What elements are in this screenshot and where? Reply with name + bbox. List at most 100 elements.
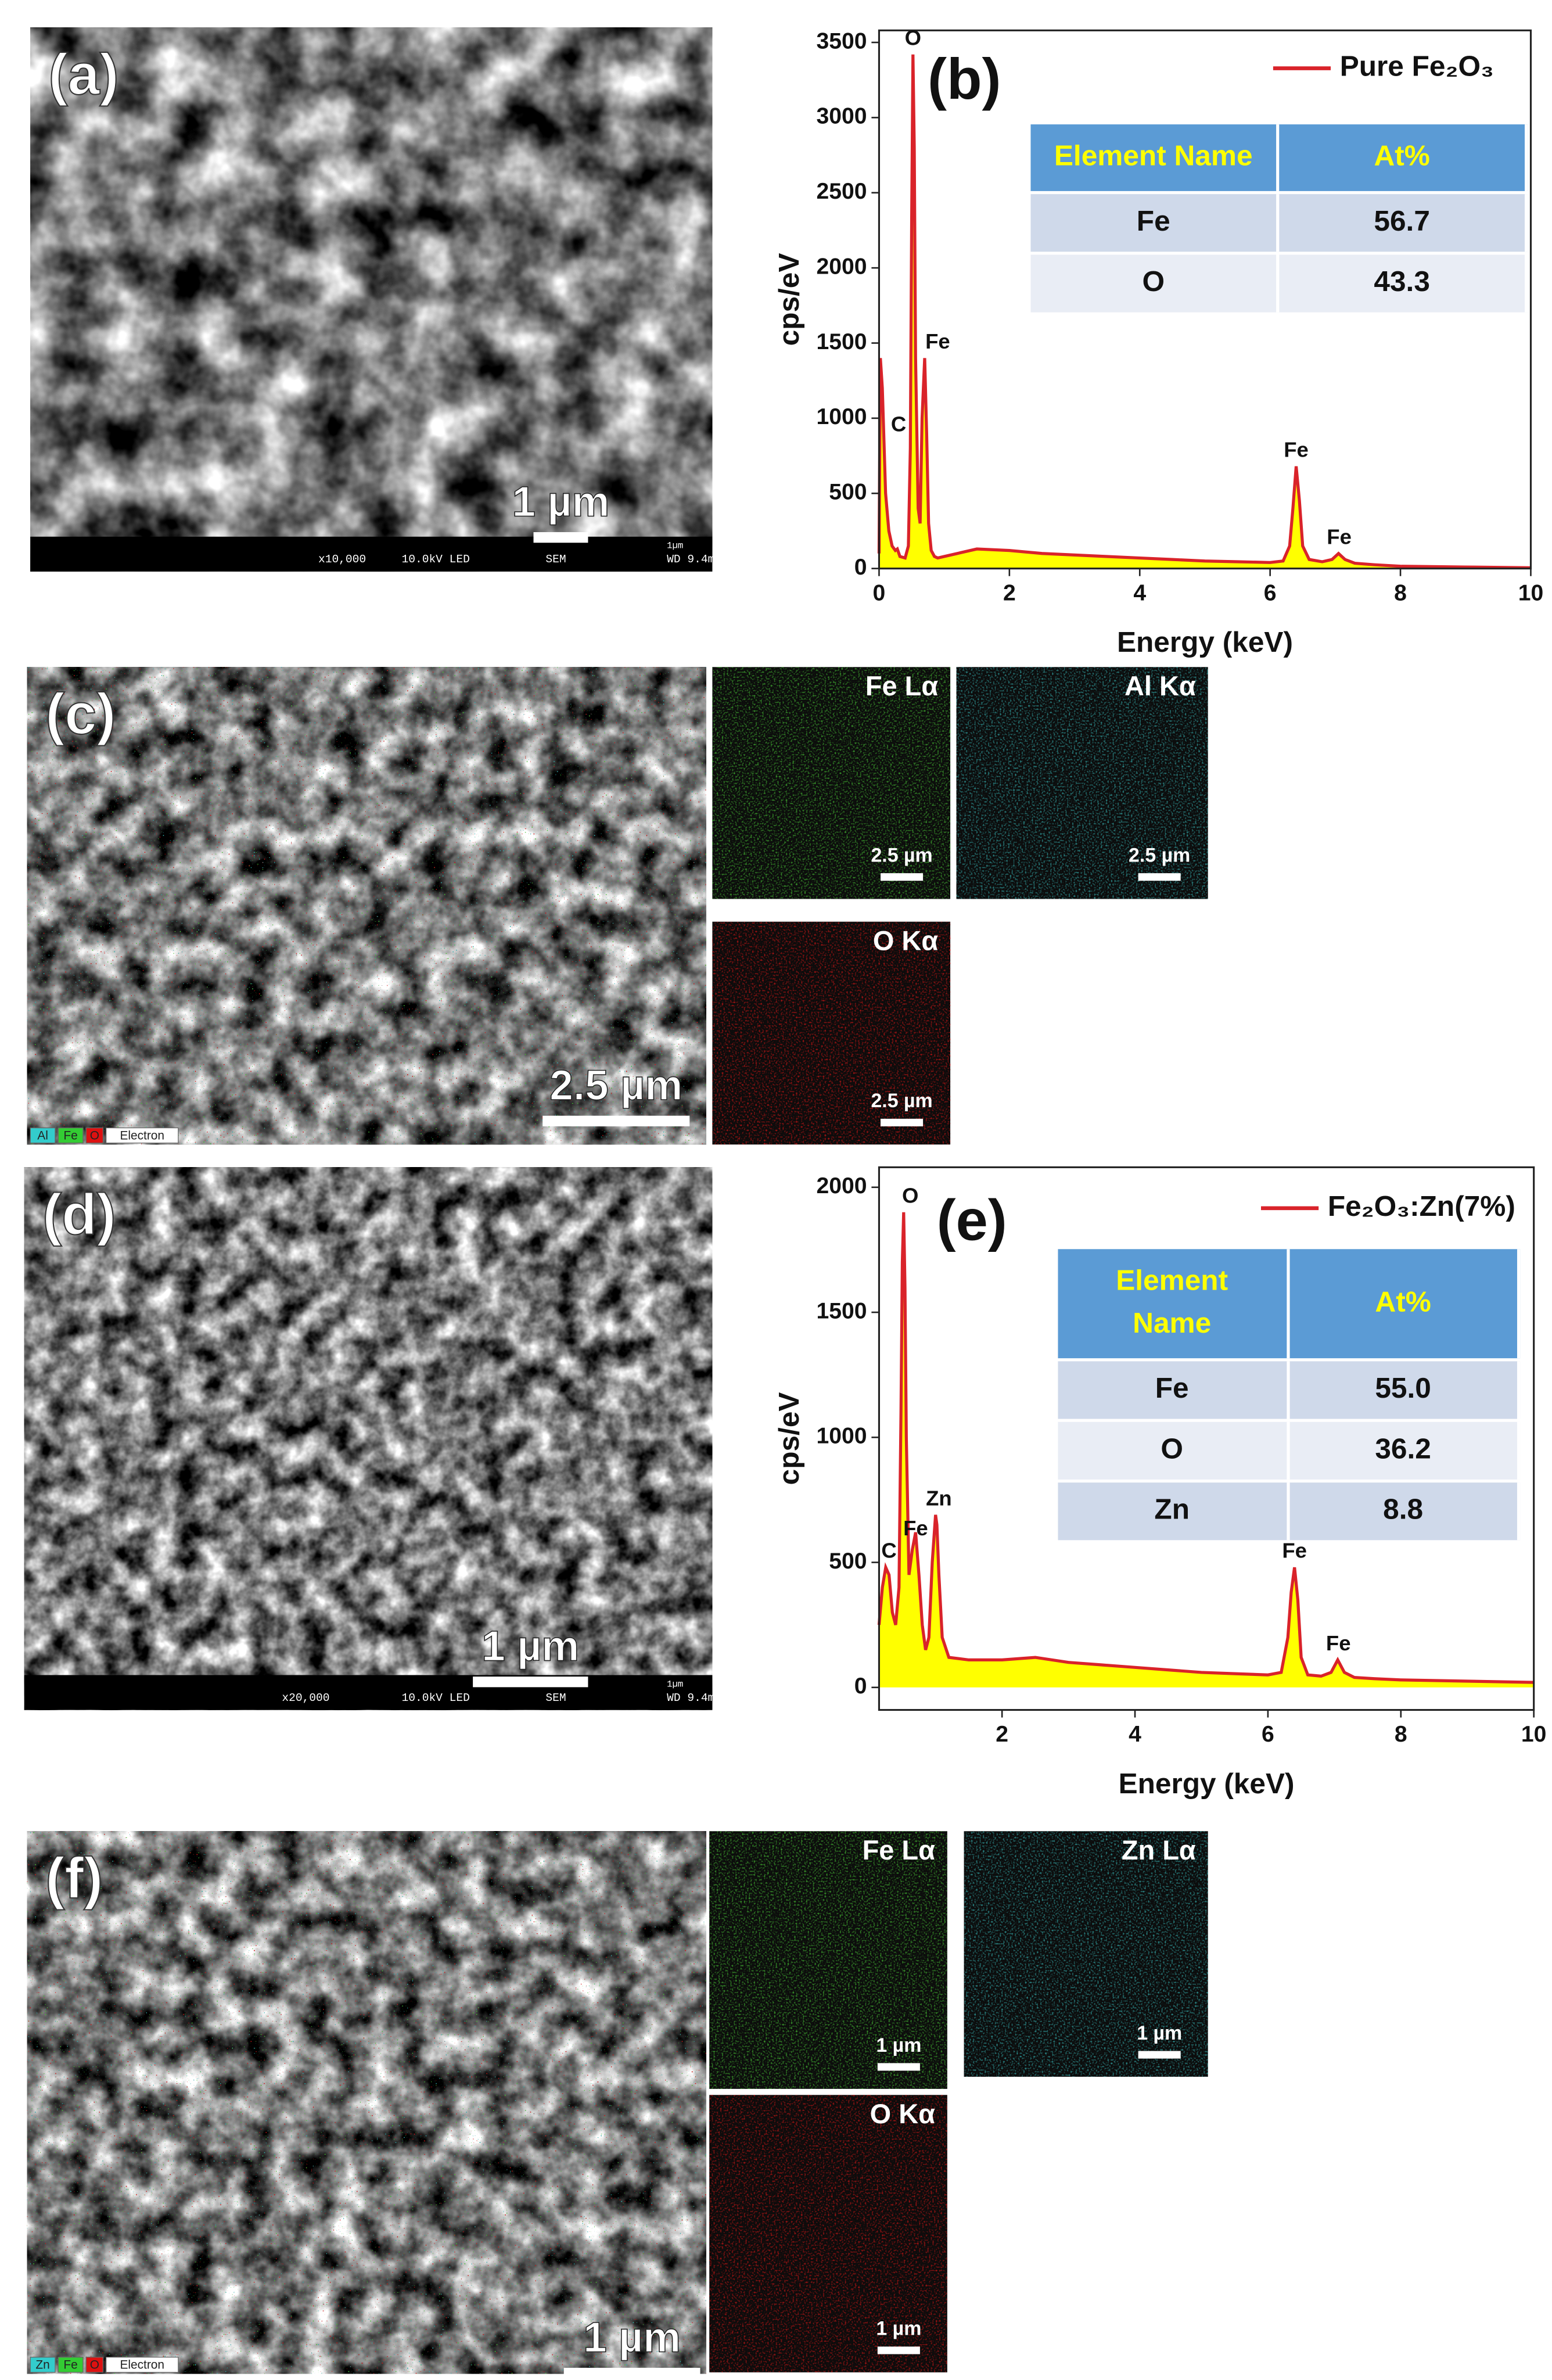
table-cell: Fe [1030,194,1280,252]
y-tick-label: 1500 [817,1298,867,1323]
x-tick-label: 8 [1394,580,1407,605]
panel-label: (c) [45,682,116,746]
legend-label: Pure Fe₂O₃ [1340,50,1494,82]
table-header-cell: At% [1279,124,1528,191]
x-axis-label: Energy (keV) [1117,626,1293,658]
table-box: Element Name At%Fe 56.7O 43.3 [1030,124,1528,313]
x-tick-label: 2 [996,1722,1008,1747]
scale-bar-label: 2.5 µm [549,1062,682,1109]
info-text: x10,000 [318,553,366,566]
y-tick-label: 1500 [817,329,867,354]
panel-label: (e) [937,1189,1007,1253]
peak-label: Fe [1326,1631,1351,1655]
map-title: Fe Lα [865,670,939,701]
legend-label: Zn [35,2359,49,2372]
map-signal [712,667,951,899]
x-tick-label: 6 [1264,580,1277,605]
x-tick-label: 8 [1395,1722,1407,1747]
map-title: O Kα [870,2098,935,2129]
table-header-cell: Element Name [1058,1249,1289,1359]
info-text: SEM [545,1692,566,1704]
x-tick-label: 4 [1133,580,1146,605]
table-header-row: Element Name At% [1058,1249,1521,1359]
table-row: Fe 55.0 [1058,1361,1521,1419]
x-tick-label: 4 [1129,1722,1141,1747]
peak-label: Fe [925,329,950,353]
spectrum-line [877,1212,1534,1684]
map-title: Al Kα [1125,670,1196,701]
y-tick-label: 3500 [817,28,867,53]
peak-label: C [881,1539,896,1563]
sem-image [24,1167,713,1710]
table-cell: 56.7 [1279,194,1528,252]
y-tick-label: 500 [829,480,867,505]
info-text: SEM [545,553,566,566]
info-bar [24,1675,713,1710]
peak-label: C [891,412,906,436]
panel-label: (f) [45,1846,103,1911]
legend-label: Fe [63,1129,77,1142]
peak-label: Fe [1327,525,1352,548]
legend-label: Electron [120,2359,164,2372]
sem-image [30,27,713,572]
map-signal [964,1831,1208,2077]
table-row: O 43.3 [1030,254,1528,313]
x-tick-label: 2 [1003,580,1016,605]
element-overlay [27,1831,706,2374]
table-row: Zn 8.8 [1058,1482,1521,1541]
x-tick-label: 10 [1521,1722,1547,1747]
info-text: 1µm [667,541,683,551]
table-row: Fe 56.7 [1030,194,1528,252]
plot-frame [878,29,1532,570]
panel-label: (a) [49,42,119,107]
map-scale-bar [881,873,924,881]
y-tick-label: 500 [829,1549,867,1574]
legend-swatch [58,2357,84,2373]
y-tick-label: 1000 [817,1424,867,1449]
legend-swatch [85,2357,104,2373]
info-text: WD 9.4mm [667,1692,721,1704]
map-scale-label: 2.5 µm [1129,844,1190,866]
table-header-cell: Element Name [1030,124,1280,191]
scale-bar-label: 1 µm [512,478,609,525]
legend-swatch [106,1127,179,1144]
map-signal [709,2095,947,2372]
table-cell: O [1058,1421,1289,1480]
map-scale-label: 1 µm [1137,2022,1182,2044]
peak-label: Fe [1282,1539,1307,1563]
scale-bar-label: 1 µm [482,1622,579,1670]
map-scale-bar [1138,873,1181,881]
table-cell: Zn [1058,1482,1289,1541]
scale-bar-label: 1 µm [583,2314,681,2361]
map-signal [709,1831,947,2089]
composition-table: Element Name At% Fe 55.0 O 36.2 Zn 8.8 [1058,1246,1521,1543]
y-tick-label: 2000 [817,1173,867,1198]
plot-frame [878,1166,1535,1711]
y-tick-label: 3000 [817,104,867,129]
y-tick-label: 0 [854,1674,867,1699]
legend-swatch [106,2357,179,2373]
y-tick-label: 0 [854,555,867,580]
scale-bar [563,2367,700,2379]
peak-label: O [905,26,921,49]
legend-swatch [85,1127,104,1144]
map-title: Zn Lα [1122,1835,1196,1865]
map-scale-label: 2.5 µm [871,1090,932,1112]
table-cell: O [1030,254,1280,313]
table-cell: Fe [1058,1361,1289,1419]
info-text: WD 9.4mm [667,553,721,566]
table-cell: 43.3 [1279,254,1528,313]
info-text: 10.0kV LED [401,1692,469,1704]
map-scale-bar [877,2346,920,2354]
legend-label: Al [37,1129,48,1142]
x-tick-label: 10 [1518,580,1544,605]
legend-label: O [90,2359,99,2372]
info-text: 1µm [667,1679,683,1689]
map-signal [956,667,1208,899]
legend-swatch [30,2357,56,2373]
table-cell: 8.8 [1289,1482,1521,1541]
legend-label: Electron [120,1129,164,1142]
